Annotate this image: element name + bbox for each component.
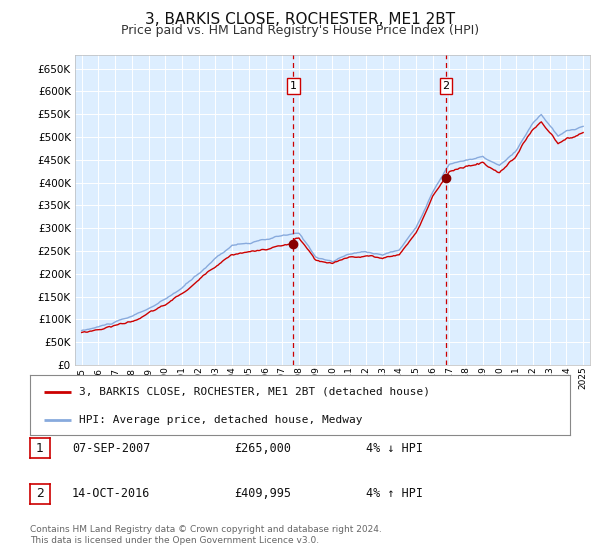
Text: 3, BARKIS CLOSE, ROCHESTER, ME1 2BT: 3, BARKIS CLOSE, ROCHESTER, ME1 2BT xyxy=(145,12,455,27)
Text: 4% ↑ HPI: 4% ↑ HPI xyxy=(366,487,423,501)
Text: 07-SEP-2007: 07-SEP-2007 xyxy=(72,441,151,455)
Text: 4% ↓ HPI: 4% ↓ HPI xyxy=(366,441,423,455)
Text: Contains HM Land Registry data © Crown copyright and database right 2024.
This d: Contains HM Land Registry data © Crown c… xyxy=(30,525,382,545)
Text: 1: 1 xyxy=(290,81,297,91)
Text: 14-OCT-2016: 14-OCT-2016 xyxy=(72,487,151,501)
Text: 2: 2 xyxy=(36,487,44,501)
Text: £265,000: £265,000 xyxy=(234,441,291,455)
Text: 1: 1 xyxy=(36,441,44,455)
Text: HPI: Average price, detached house, Medway: HPI: Average price, detached house, Medw… xyxy=(79,415,362,425)
Text: £409,995: £409,995 xyxy=(234,487,291,501)
Text: Price paid vs. HM Land Registry's House Price Index (HPI): Price paid vs. HM Land Registry's House … xyxy=(121,24,479,36)
Text: 3, BARKIS CLOSE, ROCHESTER, ME1 2BT (detached house): 3, BARKIS CLOSE, ROCHESTER, ME1 2BT (det… xyxy=(79,387,430,397)
Text: 2: 2 xyxy=(442,81,449,91)
